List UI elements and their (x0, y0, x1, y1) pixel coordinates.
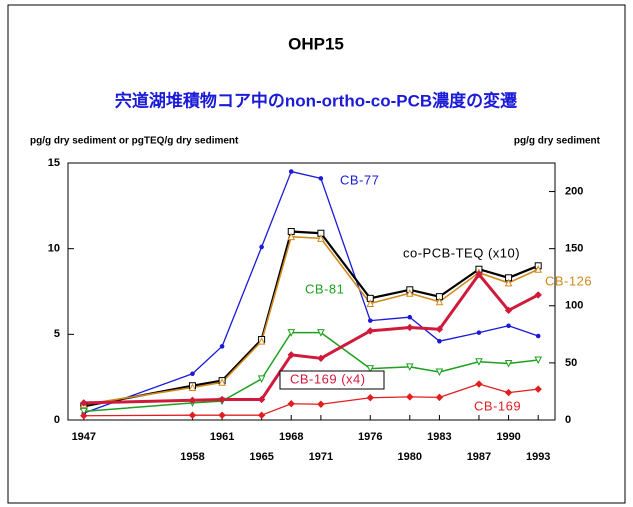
point (366, 394, 374, 402)
point (257, 375, 266, 383)
y-tick-label: 5 (54, 328, 60, 340)
x-tick-label: 1987 (467, 451, 491, 463)
point (504, 278, 513, 287)
point (257, 337, 266, 345)
series-line (83, 170, 539, 414)
point (259, 244, 264, 250)
y-tick-label: 15 (48, 157, 60, 169)
legend-label: CB-169 (474, 398, 521, 413)
x-tick-label: 1990 (496, 431, 520, 443)
point (435, 297, 444, 306)
legend-label: CB-81 (305, 281, 344, 296)
point (257, 411, 266, 419)
x-tick-label: 1983 (427, 431, 451, 443)
frame (7, 4, 626, 504)
point (317, 329, 325, 337)
plot-area (67, 162, 556, 421)
chart-title: 宍道湖堆積物コア中のnon-ortho-co-PCB濃度の変遷 (115, 90, 517, 110)
point (435, 393, 444, 402)
y2-tick-label: 150 (565, 243, 583, 255)
point (406, 323, 414, 332)
point (219, 344, 225, 349)
point (534, 291, 542, 299)
point (435, 325, 444, 333)
point (317, 400, 325, 408)
point (79, 407, 88, 416)
point (257, 395, 266, 404)
series-line (83, 235, 539, 406)
x-tick-label: 1947 (72, 431, 96, 443)
page-label: OHP15 (288, 34, 344, 53)
point (288, 169, 294, 174)
point (218, 378, 226, 386)
point (188, 411, 197, 419)
point (190, 371, 195, 377)
x-tick-label: 1958 (180, 451, 204, 463)
legend-label: CB-169 (x4) (290, 371, 366, 386)
point (287, 351, 295, 359)
x-tick-label: 1968 (279, 431, 303, 443)
y2-axis-label: pg/g dry sediment (514, 136, 601, 147)
series-line (83, 230, 539, 408)
point (506, 323, 511, 329)
series-line (83, 331, 539, 413)
legend-box (279, 370, 385, 390)
legend-label: CB-126 (545, 273, 592, 288)
point (435, 368, 444, 377)
point (405, 289, 414, 297)
point (218, 395, 226, 404)
y2-tick-label: 100 (565, 300, 583, 312)
x-tick-label: 1971 (309, 451, 333, 463)
point (406, 393, 414, 401)
point (407, 314, 413, 320)
point (287, 232, 296, 241)
point (476, 330, 482, 335)
x-tick-label: 1980 (398, 451, 422, 463)
point (188, 383, 197, 391)
point (287, 329, 296, 337)
point (534, 356, 543, 365)
y-axis-label: pg/g dry sediment or pgTEQ/g dry sedimen… (30, 136, 239, 147)
point (366, 365, 375, 373)
point (367, 318, 373, 323)
point (80, 399, 88, 407)
point (437, 338, 442, 344)
legend-label: co-PCB-TEQ (x10) (403, 245, 520, 260)
series-line (83, 272, 539, 405)
point (366, 299, 375, 307)
x-tick-label: 1976 (358, 431, 382, 443)
point (366, 327, 374, 335)
point (504, 306, 513, 315)
legend-label: CB-77 (340, 172, 379, 187)
series-line (83, 383, 539, 417)
y2-tick-label: 200 (565, 185, 583, 197)
point (534, 385, 542, 393)
point (218, 411, 226, 419)
point (318, 176, 324, 181)
y-tick-label: 10 (48, 243, 60, 255)
point (188, 396, 197, 405)
point (80, 412, 88, 420)
point (405, 363, 414, 372)
point (287, 400, 295, 408)
x-tick-label: 1993 (526, 451, 550, 463)
point (534, 265, 543, 273)
point (504, 359, 513, 368)
y2-tick-label: 0 (565, 414, 571, 426)
y2-tick-label: 50 (565, 357, 577, 369)
point (504, 388, 513, 397)
x-tick-label: 1965 (249, 451, 273, 463)
point (475, 380, 483, 388)
point (535, 333, 541, 339)
point (317, 234, 325, 242)
point (475, 270, 483, 279)
y-tick-label: 0 (54, 414, 60, 426)
point (475, 358, 483, 366)
point (317, 354, 325, 363)
x-tick-label: 1961 (210, 431, 234, 443)
